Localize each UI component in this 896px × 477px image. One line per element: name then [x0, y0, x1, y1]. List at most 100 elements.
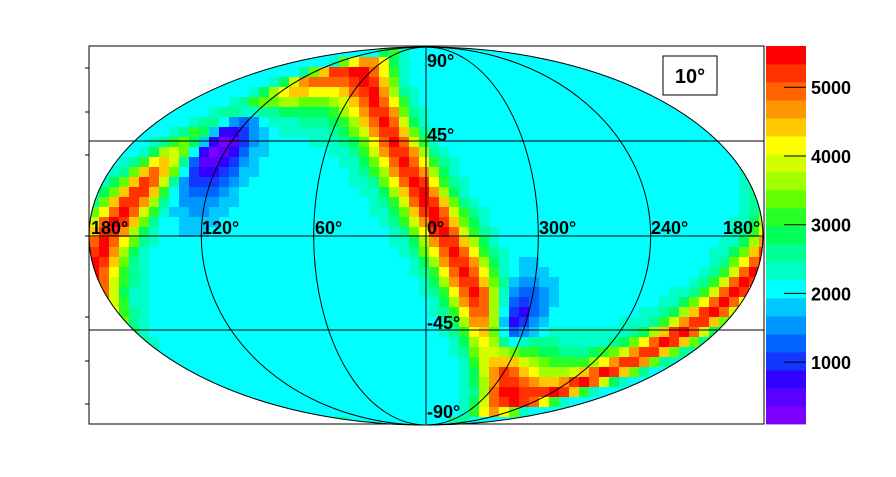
heatmap-cell	[689, 147, 700, 158]
heatmap-cell	[209, 267, 220, 278]
heatmap-cell	[439, 167, 450, 178]
heatmap-cell	[199, 227, 210, 238]
heatmap-cell	[459, 387, 470, 398]
heatmap-cell	[359, 167, 370, 178]
heatmap-cell	[419, 367, 430, 378]
heatmap-cell	[259, 277, 270, 288]
heatmap-cell	[289, 97, 300, 108]
heatmap-cell	[389, 67, 400, 78]
heatmap-cell	[539, 127, 550, 138]
heatmap-cell	[409, 367, 420, 378]
heatmap-cell	[419, 47, 430, 58]
heatmap-cell	[639, 367, 650, 378]
heatmap-cell	[649, 97, 660, 108]
heatmap-cell	[419, 287, 430, 298]
heatmap-cell	[739, 177, 750, 188]
heatmap-cell	[409, 257, 420, 268]
heatmap-cell	[479, 257, 490, 268]
heatmap-cell	[359, 237, 370, 248]
heatmap-cell	[129, 197, 140, 208]
heatmap-cell	[289, 237, 300, 248]
heatmap-cell	[449, 267, 460, 278]
heatmap-cell	[339, 177, 350, 188]
heatmap-cell	[439, 287, 450, 298]
latitude-label: 90°	[427, 51, 454, 71]
heatmap-cell	[209, 317, 220, 328]
heatmap-cell	[449, 397, 460, 408]
heatmap-cell	[669, 347, 680, 358]
heatmap-cell	[259, 137, 270, 148]
heatmap-cell	[229, 237, 240, 248]
heatmap-cell	[319, 77, 330, 88]
heatmap-cell	[169, 317, 180, 328]
heatmap-cell	[559, 177, 570, 188]
heatmap-cell	[729, 297, 740, 308]
heatmap-cell	[289, 387, 300, 398]
heatmap-cell	[209, 357, 220, 368]
heatmap-cell	[579, 87, 590, 98]
heatmap-cell	[559, 267, 570, 278]
heatmap-cell	[279, 257, 290, 268]
heatmap-cell	[749, 257, 760, 268]
heatmap-cell	[169, 127, 180, 138]
heatmap-cell	[599, 137, 610, 148]
heatmap-cell	[659, 137, 670, 148]
heatmap-cell	[459, 367, 470, 378]
heatmap-cell	[639, 327, 650, 338]
heatmap-cell	[349, 177, 360, 188]
heatmap-cell	[369, 297, 380, 308]
heatmap-cell	[369, 77, 380, 88]
heatmap-cell	[449, 187, 460, 198]
heatmap-cell	[139, 207, 150, 218]
heatmap-cell	[469, 257, 480, 268]
heatmap-cell	[299, 347, 310, 358]
heatmap-cell	[639, 227, 650, 238]
heatmap-cell	[669, 247, 680, 258]
heatmap-cell	[699, 237, 710, 248]
heatmap-cell	[269, 247, 280, 258]
heatmap-cell	[669, 287, 680, 298]
heatmap-cell	[459, 277, 470, 288]
heatmap-cell	[699, 167, 710, 178]
heatmap-cell	[569, 317, 580, 328]
heatmap-cell	[279, 207, 290, 218]
heatmap-cell	[289, 397, 300, 408]
heatmap-cell	[439, 277, 450, 288]
heatmap-cell	[209, 247, 220, 258]
heatmap-cell	[629, 247, 640, 258]
heatmap-cell	[309, 157, 320, 168]
heatmap-cell	[439, 397, 450, 408]
heatmap-cell	[489, 177, 500, 188]
heatmap-cell	[639, 287, 650, 298]
heatmap-cell	[219, 247, 230, 258]
heatmap-cell	[269, 77, 280, 88]
heatmap-cell	[359, 367, 370, 378]
heatmap-cell	[619, 277, 630, 288]
heatmap-cell	[359, 257, 370, 268]
heatmap-cell	[529, 277, 540, 288]
colorbar-swatch	[766, 154, 806, 173]
heatmap-cell	[569, 257, 580, 268]
heatmap-cell	[229, 337, 240, 348]
heatmap-cell	[409, 307, 420, 318]
heatmap-cell	[559, 97, 570, 108]
heatmap-cell	[149, 157, 160, 168]
heatmap-cell	[159, 177, 170, 188]
heatmap-cell	[629, 197, 640, 208]
heatmap-cell	[729, 177, 740, 188]
heatmap-cell	[509, 357, 520, 368]
heatmap-cell	[179, 157, 190, 168]
heatmap-cell	[579, 107, 590, 118]
heatmap-cell	[139, 177, 150, 188]
heatmap-cell	[639, 167, 650, 178]
heatmap-cell	[309, 187, 320, 198]
heatmap-cell	[489, 257, 500, 268]
heatmap-cell	[529, 337, 540, 348]
heatmap-cell	[659, 217, 670, 228]
heatmap-cell	[579, 77, 590, 88]
heatmap-cell	[559, 317, 570, 328]
heatmap-cell	[459, 397, 470, 408]
heatmap-cell	[679, 347, 690, 358]
heatmap-cell	[719, 187, 730, 198]
